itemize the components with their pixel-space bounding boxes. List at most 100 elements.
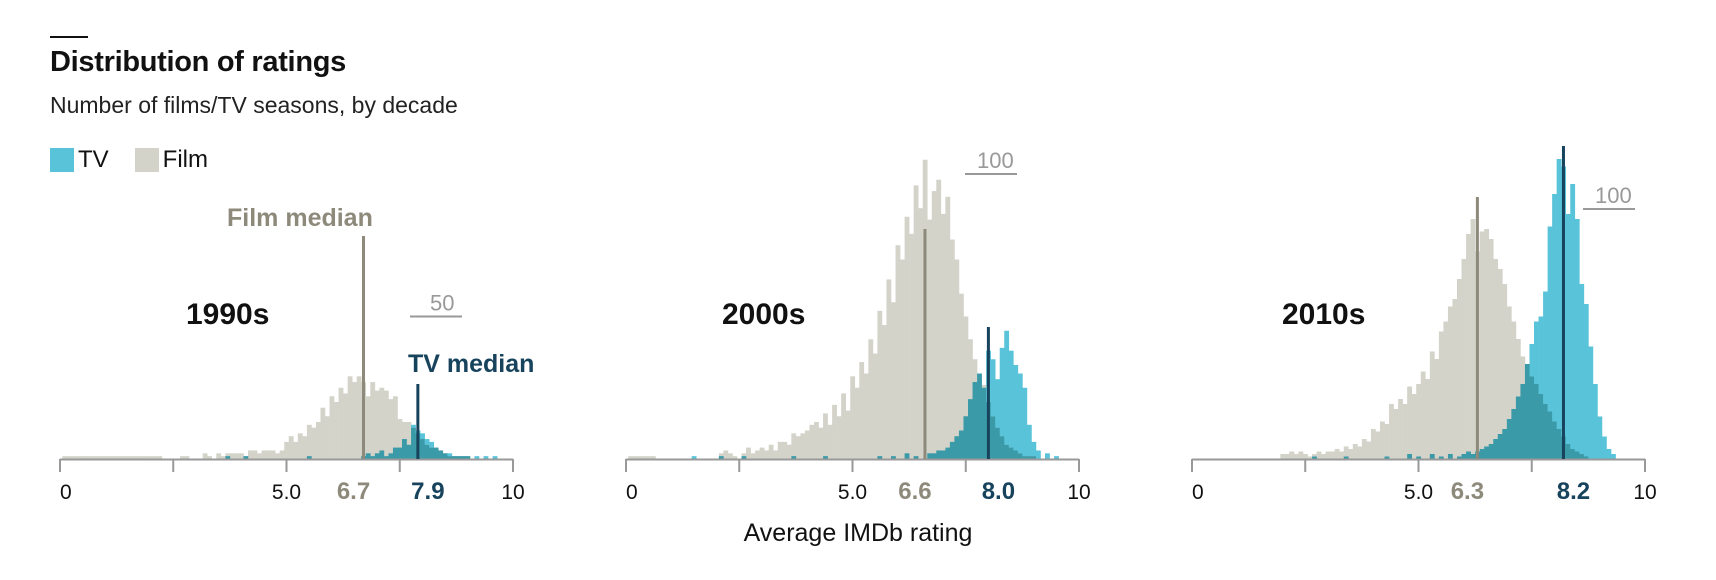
overlap-bar-2010s xyxy=(1565,444,1571,459)
film-bar-1990s xyxy=(216,453,222,459)
film-bar-2000s xyxy=(809,424,815,459)
tv-bar-2000s xyxy=(1008,350,1014,448)
film-bar-2010s xyxy=(1330,451,1335,459)
overlap-bar-2010s xyxy=(1529,376,1535,459)
film-bar-1990s xyxy=(66,456,72,459)
film-bar-1990s xyxy=(261,450,267,459)
film-bar-2010s xyxy=(1361,439,1367,459)
film-bar-2000s xyxy=(773,450,779,459)
film-bar-1990s xyxy=(347,376,353,459)
legend-label-film: Film xyxy=(162,146,208,173)
overlap-bar-1990s xyxy=(438,450,444,459)
film-bar-2000s xyxy=(877,310,883,459)
film-bar-2010s xyxy=(1389,404,1394,459)
tv-median-value-2000s: 8.0 xyxy=(982,478,1015,505)
film-bar-1990s xyxy=(279,450,285,459)
tv-bar-2000s xyxy=(990,359,996,417)
film-median-value-2010s: 6.3 xyxy=(1451,478,1484,505)
overlap-bar-2010s xyxy=(1466,451,1471,459)
overlap-bar-2000s xyxy=(981,387,987,459)
overlap-bar-2010s xyxy=(1457,456,1462,459)
overlap-bar-2000s xyxy=(936,450,942,459)
film-bar-2000s xyxy=(646,456,652,459)
decade-label-1990s: 1990s xyxy=(186,298,269,331)
legend-item-film: Film xyxy=(134,146,208,174)
film-bar-2000s xyxy=(759,447,765,459)
film-bar-2010s xyxy=(1425,379,1431,459)
film-bar-1990s xyxy=(252,450,258,459)
legend-label-tv: TV xyxy=(78,146,109,173)
tv-bar-2000s xyxy=(1013,364,1019,451)
film-bar-2000s xyxy=(818,427,824,459)
overlap-bar-2000s xyxy=(791,456,797,459)
film-bar-2010s xyxy=(1298,451,1304,459)
film-bar-2000s xyxy=(854,387,860,459)
tv-bar-2000s xyxy=(1054,456,1059,459)
tv-bar-1990s xyxy=(474,456,480,459)
film-bar-2000s xyxy=(827,424,833,459)
overlap-bar-1990s xyxy=(243,456,249,459)
overlap-bar-2010s xyxy=(1570,449,1576,459)
film-bar-2000s xyxy=(650,456,656,459)
x-tick-label-1990s: 10 xyxy=(501,481,524,504)
film-bar-2000s xyxy=(945,196,951,460)
film-bar-1990s xyxy=(238,453,244,459)
film-bar-1990s xyxy=(98,456,104,459)
tv-bar-2010s xyxy=(1574,219,1580,452)
film-bar-1990s xyxy=(80,456,86,459)
x-tick-label-2000s: 5.0 xyxy=(838,481,867,504)
overlap-bar-2010s xyxy=(1479,449,1485,459)
film-bar-1990s xyxy=(311,427,317,459)
film-bar-1990s xyxy=(315,421,321,459)
overlap-bar-2000s xyxy=(904,453,910,459)
tv-bar-2010s xyxy=(1552,194,1557,422)
film-bar-1990s xyxy=(325,416,330,459)
overlap-bar-1990s xyxy=(383,456,389,459)
film-bar-1990s xyxy=(107,456,113,459)
overlap-bar-2000s xyxy=(968,399,973,459)
film-bar-2010s xyxy=(1479,231,1485,459)
film-bar-2010s xyxy=(1470,219,1476,459)
tv-bar-2010s xyxy=(1543,291,1548,404)
film-bar-1990s xyxy=(234,453,240,459)
film-bar-1990s xyxy=(320,407,326,459)
film-bar-2000s xyxy=(863,373,869,459)
film-bar-2010s xyxy=(1280,454,1286,459)
overlap-bar-2000s xyxy=(741,456,747,459)
film-bar-2000s xyxy=(800,433,806,459)
film-bar-1990s xyxy=(302,436,308,459)
film-bar-1990s xyxy=(202,453,208,459)
film-bar-2010s xyxy=(1429,351,1435,459)
tv-bar-2010s xyxy=(1556,159,1562,429)
overlap-bar-2000s xyxy=(963,416,969,459)
tv-bar-1990s xyxy=(447,453,453,457)
film-bar-1990s xyxy=(284,441,290,459)
overlap-bar-1990s xyxy=(397,447,403,459)
scale-bar-label-2010s: 100 xyxy=(1595,183,1632,208)
film-bar-2010s xyxy=(1484,229,1490,459)
film-bar-2010s xyxy=(1375,431,1381,459)
overlap-bar-1990s xyxy=(365,453,371,459)
film-bar-2000s xyxy=(895,245,901,459)
overlap-bar-1990s xyxy=(420,439,425,459)
film-bar-2010s xyxy=(1343,446,1349,459)
overlap-bar-2000s xyxy=(977,373,982,459)
tv-bar-1990s xyxy=(411,424,416,428)
film-bar-1990s xyxy=(75,456,81,459)
film-bar-2010s xyxy=(1506,306,1512,459)
film-bar-2000s xyxy=(836,416,842,459)
tv-bar-2000s xyxy=(1004,330,1010,445)
overlap-bar-2010s xyxy=(1461,454,1467,459)
film-bar-2000s xyxy=(777,441,783,459)
overlap-bar-1990s xyxy=(411,427,416,459)
overlap-bar-2000s xyxy=(877,456,883,459)
tv-bar-2000s xyxy=(995,379,1001,428)
overlap-bar-2000s xyxy=(931,453,937,459)
film-bar-2000s xyxy=(891,302,896,459)
film-bar-2000s xyxy=(814,421,819,459)
film-bar-2010s xyxy=(1293,454,1299,459)
film-bar-2010s xyxy=(1352,444,1358,459)
overlap-bar-2000s xyxy=(927,453,933,459)
film-bar-2000s xyxy=(764,450,769,459)
